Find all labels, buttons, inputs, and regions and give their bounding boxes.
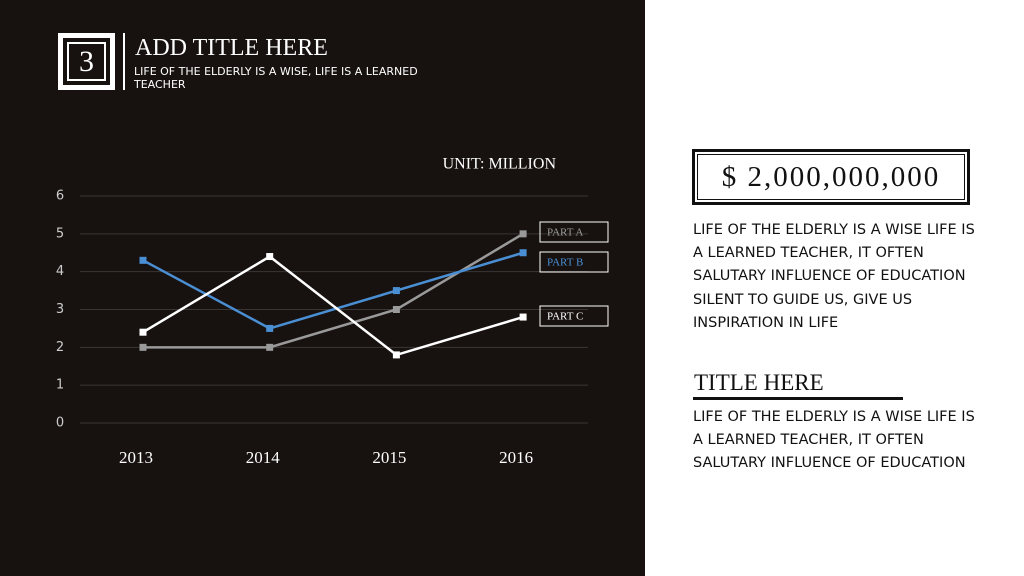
- slide-subtitle: LIFE OF THE ELDERLY IS A WISE, LIFE IS A…: [134, 65, 418, 91]
- chart: UNIT: MILLION 0 1 2 3 4 5 6 2013 2014 2015 2016 PAR…: [56, 156, 609, 467]
- legend-label: PART A: [547, 227, 583, 239]
- point: [519, 249, 527, 257]
- point: [266, 253, 274, 261]
- point: [392, 351, 400, 359]
- legend-label: PART C: [547, 311, 583, 323]
- point: [392, 287, 400, 295]
- point: [266, 343, 274, 351]
- y-tick-label: 6: [56, 189, 64, 204]
- point: [392, 306, 400, 313]
- paragraph: LIFE OF THE ELDERLY IS A WISE LIFE IS A …: [693, 222, 975, 331]
- y-tick-label: 0: [56, 416, 64, 431]
- side-title: TITLE HERE: [694, 370, 824, 395]
- series-line: [142, 251, 524, 330]
- point: [519, 313, 527, 321]
- x-tick-label: 2015: [372, 448, 406, 467]
- section-number: 3: [67, 42, 106, 81]
- slide-title: ADD TITLE HERE: [135, 35, 328, 61]
- amount: $ 2,000,000,000: [692, 149, 970, 205]
- y-tick-label: 4: [56, 264, 64, 279]
- point: [519, 230, 527, 238]
- point: [139, 343, 147, 351]
- paragraph: LIFE OF THE ELDERLY IS A WISE LIFE IS A …: [693, 409, 975, 472]
- dark-panel: [0, 0, 645, 576]
- point: [139, 256, 147, 264]
- legend-box: [539, 251, 609, 273]
- number-box: 3: [58, 33, 115, 90]
- y-tick-label: 3: [56, 302, 64, 317]
- y-tick-label: 1: [56, 378, 64, 393]
- title-underline: [693, 397, 903, 400]
- series-line: [142, 255, 524, 357]
- legend-box: [539, 221, 609, 243]
- x-tick-label: 2013: [119, 448, 153, 467]
- divider: [123, 33, 125, 90]
- x-tick-label: 2014: [246, 448, 281, 467]
- legend-box: [539, 305, 609, 327]
- x-tick-label: 2016: [499, 448, 533, 467]
- unit-label: UNIT: MILLION: [443, 156, 557, 173]
- point: [266, 324, 274, 332]
- y-tick-label: 2: [56, 340, 64, 355]
- legend-label: PART B: [547, 257, 583, 269]
- point: [139, 328, 147, 336]
- y-tick-label: 5: [56, 226, 64, 241]
